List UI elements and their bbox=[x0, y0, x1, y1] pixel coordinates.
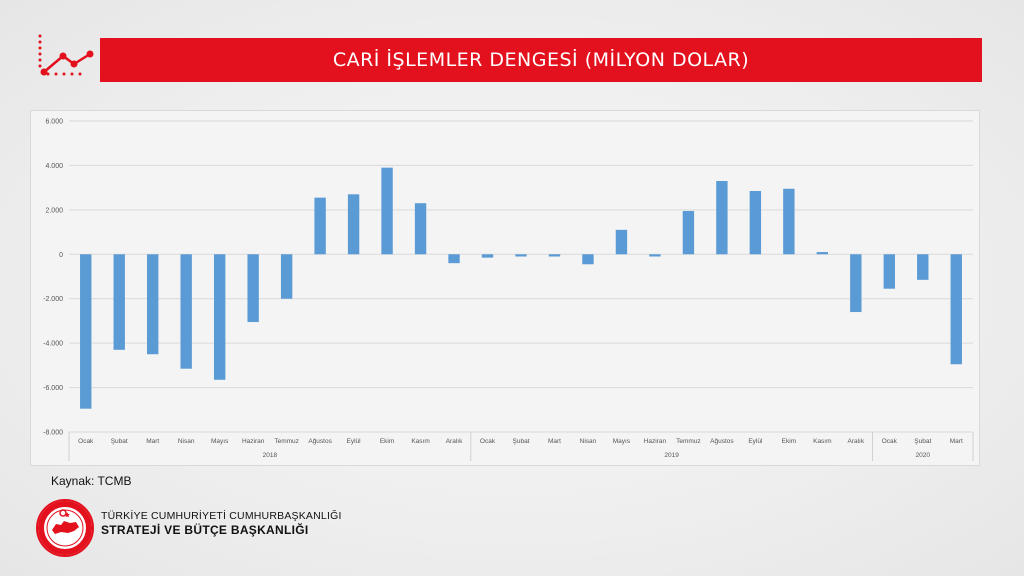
x-tick-label: Şubat bbox=[513, 438, 530, 445]
bar bbox=[113, 254, 125, 350]
x-tick-label: Haziran bbox=[242, 438, 265, 445]
x-tick-label: Eylül bbox=[748, 438, 763, 445]
x-tick-label: Mart bbox=[146, 438, 159, 445]
y-tick-label: -2.000 bbox=[43, 296, 63, 303]
bar bbox=[481, 254, 494, 258]
organization-line2: STRATEJİ VE BÜTÇE BAŞKANLIĞI bbox=[101, 523, 309, 537]
bar bbox=[515, 254, 527, 257]
x-tick-label: Nisan bbox=[178, 438, 195, 445]
y-tick-label: -8.000 bbox=[43, 430, 63, 437]
bar bbox=[414, 203, 427, 255]
x-tick-label: Haziran bbox=[644, 438, 667, 445]
y-tick-label: 2.000 bbox=[45, 207, 63, 214]
x-tick-label: Ocak bbox=[480, 438, 496, 445]
x-tick-label: Kasım bbox=[813, 438, 831, 445]
bar bbox=[147, 254, 159, 355]
organization-line1: TÜRKİYE CUMHURİYETİ CUMHURBAŞKANLIĞI bbox=[101, 510, 342, 522]
x-tick-label: Ağustos bbox=[710, 438, 734, 445]
chart-area: 6.000 4.000 2.000 0 -2.000 -4.000 -6.000 -8.000… bbox=[30, 110, 980, 466]
y-tick-label: 4.000 bbox=[45, 163, 63, 170]
bar bbox=[783, 188, 795, 255]
bar bbox=[213, 254, 226, 380]
bar bbox=[682, 210, 695, 255]
bar bbox=[548, 254, 561, 257]
bar bbox=[280, 254, 293, 299]
bar bbox=[850, 254, 862, 313]
x-tick-label: Şubat bbox=[111, 438, 128, 445]
x-tick-label: Ekim bbox=[380, 438, 394, 445]
x-tick-label: Şubat bbox=[914, 438, 931, 445]
x-tick-label: Nisan bbox=[580, 438, 597, 445]
y-tick-label: 6.000 bbox=[45, 119, 63, 126]
x-tick-label: Temmuz bbox=[274, 438, 299, 445]
bar-chart: 6.000 4.000 2.000 0 -2.000 -4.000 -6.000 -8.000… bbox=[43, 119, 974, 461]
title-banner: CARİ İŞLEMLER DENGESİ (MİLYON DOLAR) bbox=[100, 38, 982, 82]
bar bbox=[950, 254, 962, 365]
year-label: 2020 bbox=[916, 452, 931, 459]
x-tick-label: Ocak bbox=[78, 438, 94, 445]
year-label: 2019 bbox=[664, 452, 679, 459]
x-tick-label: Eylül bbox=[347, 438, 362, 445]
y-tick-label: 0 bbox=[59, 252, 63, 259]
bar bbox=[649, 254, 661, 257]
x-tick-label: Temmuz bbox=[676, 438, 701, 445]
x-tick-label: Aralık bbox=[446, 438, 463, 445]
bar bbox=[883, 254, 895, 289]
bar bbox=[448, 254, 460, 264]
page-title: CARİ İŞLEMLER DENGESİ (MİLYON DOLAR) bbox=[332, 49, 750, 71]
bar bbox=[816, 252, 829, 255]
bar bbox=[615, 229, 628, 255]
y-tick-label: -6.000 bbox=[43, 385, 63, 392]
institution-seal-icon bbox=[34, 498, 96, 563]
bar bbox=[180, 254, 192, 369]
trend-line-icon bbox=[36, 34, 98, 83]
bar bbox=[80, 254, 92, 409]
bar bbox=[917, 254, 929, 280]
x-tick-label: Ocak bbox=[882, 438, 898, 445]
x-tick-label: Ekim bbox=[782, 438, 796, 445]
x-tick-label: Mart bbox=[950, 438, 963, 445]
year-label: 2018 bbox=[263, 452, 278, 459]
x-tick-label: Mayıs bbox=[211, 438, 229, 445]
x-tick-label: Mayıs bbox=[613, 438, 631, 445]
bar bbox=[582, 254, 594, 265]
bar bbox=[314, 197, 326, 255]
bar bbox=[247, 254, 259, 323]
source-label: Kaynak: TCMB bbox=[51, 474, 132, 488]
x-tick-label: Kasım bbox=[411, 438, 429, 445]
x-tick-label: Aralık bbox=[848, 438, 865, 445]
bar bbox=[347, 194, 360, 255]
bar bbox=[716, 180, 728, 255]
y-tick-label: -4.000 bbox=[43, 341, 63, 348]
x-tick-label: Mart bbox=[548, 438, 561, 445]
x-tick-label: Ağustos bbox=[308, 438, 332, 445]
bar bbox=[381, 167, 393, 255]
bar bbox=[749, 190, 762, 255]
